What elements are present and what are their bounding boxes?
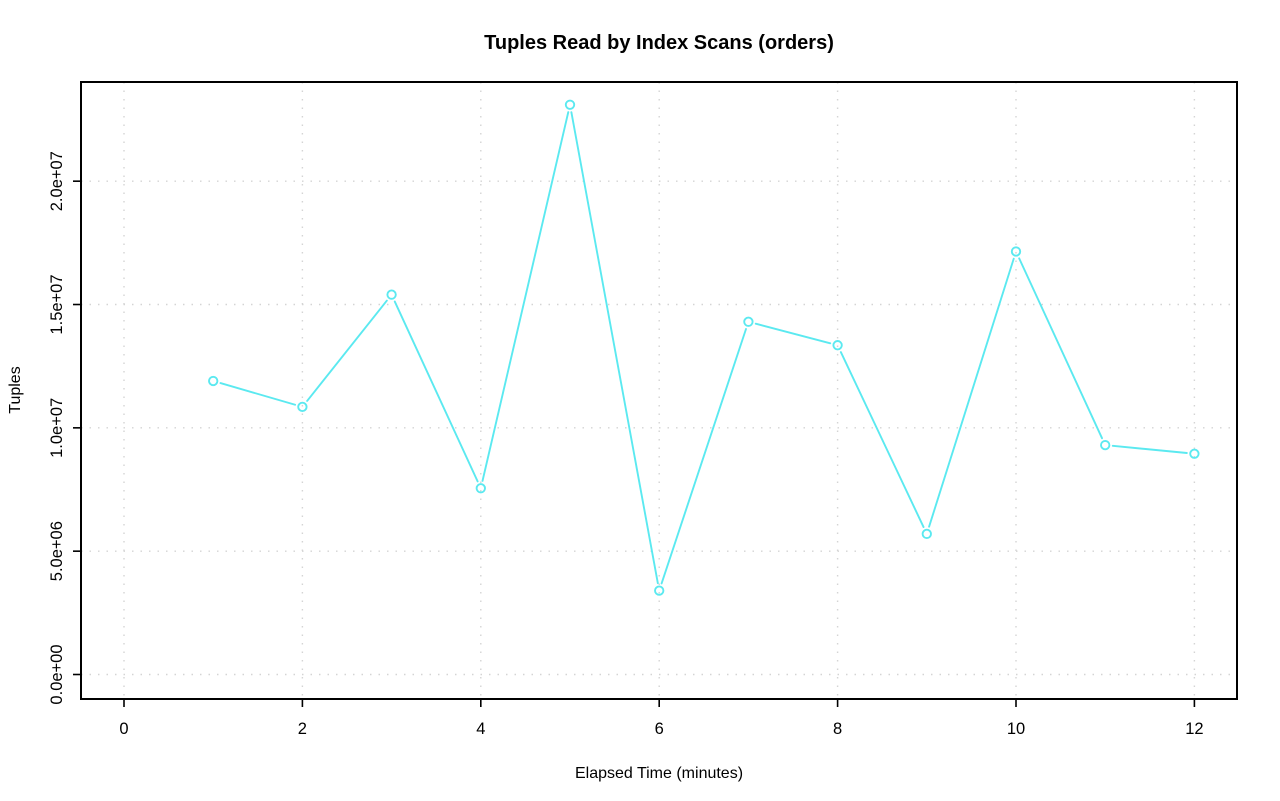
y-tick-label-0.0e+00: 0.0e+00 [48,644,66,704]
y-tick-label-5.0e+06: 5.0e+06 [48,521,66,581]
series-segment-4-5 [481,111,570,482]
series-segment-6-7 [660,328,747,585]
data-point-minute-8 [832,340,843,351]
tick-layer: 0 2 4 6 8 10 12 0.0e+00 5.0e+06 1.0e+07 1.5e+07 2.0… [48,151,1204,738]
series-segment-10-11 [1018,257,1103,440]
data-point-minute-2 [297,401,308,413]
data-point-minute-12 [1189,448,1200,459]
series-segment-9-10 [928,257,1015,528]
data-point-minute-6 [654,585,665,596]
y-tick-label-1.5e+07: 1.5e+07 [48,274,66,334]
x-tick-label-2: 2 [298,720,307,738]
x-tick-label-6: 6 [655,720,664,738]
grid-layer [81,82,1237,699]
x-axis-title: Elapsed Time (minutes) [575,765,743,782]
data-point-minute-11 [1100,439,1111,451]
x-tick-label-4: 4 [476,720,485,738]
chart-title: Tuples Read by Index Scans (orders) [484,32,834,54]
series-segment-11-12 [1111,444,1188,454]
data-point-minute-5 [564,99,576,110]
y-axis-title: Tuples [7,366,24,413]
series-segment-7-8 [754,322,832,345]
series-segment-1-2 [219,382,297,406]
x-tick-label-8: 8 [833,720,842,738]
y-tick-label-1.0e+07: 1.0e+07 [48,398,66,458]
x-tick-label-0: 0 [119,720,128,738]
data-point-minute-10 [1010,246,1022,257]
series-segment-5-6 [570,111,659,585]
series-segment-2-3 [306,299,388,402]
y-tick-label-2.0e+07: 2.0e+07 [48,151,66,211]
series-segment-8-9 [839,351,925,528]
plot-border [80,81,1238,700]
data-point-minute-9 [921,528,932,540]
data-point-minute-7 [743,316,754,327]
x-tick-label-12: 12 [1185,720,1203,738]
data-point-minute-4 [475,483,486,494]
series-segment-3-4 [393,300,479,483]
data-point-minute-1 [208,375,219,387]
x-tick-label-10: 10 [1007,720,1025,738]
data-point-minute-3 [386,289,397,300]
data-series [208,99,1200,596]
